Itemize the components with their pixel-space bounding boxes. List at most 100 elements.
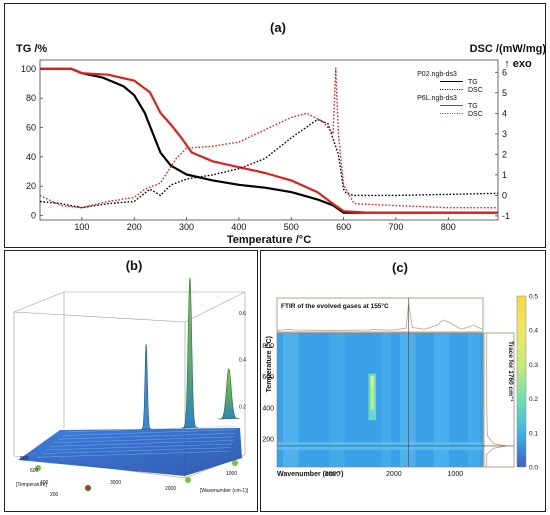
surface-ridge	[53, 436, 235, 444]
heatmap-band	[399, 333, 416, 467]
y-left-tick-label: 100	[21, 64, 36, 74]
panel-b-marker	[35, 465, 41, 471]
legend-entry: TG	[468, 79, 478, 86]
panel-c-title: (c)	[392, 260, 408, 275]
y-right-tick-label: -1	[502, 211, 510, 221]
heatmap-hotspot-peak	[371, 376, 374, 387]
y-left-tick-label: 60	[26, 123, 36, 133]
series-p02-dsc	[40, 118, 498, 209]
panel-a-plot-area	[39, 59, 499, 221]
surface-ridge	[57, 432, 236, 440]
dsc-axis-label: DSC /(mW/mg)	[470, 43, 547, 55]
y-tick-label: 200	[262, 436, 274, 443]
y-right-tick-label: 2	[502, 149, 507, 159]
heatmap-band	[329, 333, 345, 467]
x-tick-label: 200	[127, 222, 142, 232]
x-tick-label: 3000	[325, 471, 341, 478]
surface-ridge	[61, 429, 237, 436]
colorbar-tick-label: 0.0	[529, 465, 538, 472]
y-tick-label: 800	[262, 343, 274, 350]
panel-b-ylabel: [Temperature]	[16, 482, 47, 488]
z-tick-label: 0.4	[239, 358, 246, 364]
heatmap-band	[467, 333, 480, 467]
top-spectrum-label: FTIR of the evolved gases at 155°C	[281, 302, 389, 310]
colorbar-tick-label: 0.4	[529, 328, 538, 335]
x-tick-label: 600	[336, 222, 351, 232]
panel-b-co2-peak	[140, 344, 152, 430]
x-tick-label: 2000	[386, 471, 402, 478]
colorbar	[516, 295, 527, 468]
legend-entry: DSC	[468, 87, 483, 94]
panel-a-title: (a)	[270, 20, 286, 35]
z-tick-label: 0.2	[239, 404, 246, 410]
surface-ridge	[49, 440, 234, 447]
y-tick-label: 800	[20, 456, 29, 462]
series-p6l-tg	[40, 67, 498, 214]
y-right-tick-label: 1	[502, 170, 507, 180]
x-tick-label: 1000	[226, 471, 237, 477]
panel-b-marker	[185, 477, 191, 483]
legend-sample: P02.ngb-ds3	[417, 71, 457, 78]
y-tick-label: 400	[40, 480, 49, 486]
tg-axis-label: TG /%	[16, 43, 47, 55]
trace-line	[485, 333, 507, 467]
x-tick-label: 500	[284, 222, 299, 232]
y-tick-label: 600	[30, 468, 39, 474]
y-tick-label: 200	[50, 492, 59, 498]
y-tick-label: 600	[262, 374, 274, 381]
colorbar-tick-label: 0.3	[529, 362, 538, 369]
exo-label: ↑ exo	[504, 58, 532, 70]
panel-b-marker	[232, 460, 238, 466]
y-right-tick-label: 0	[502, 190, 507, 200]
panel-b-frame	[4, 250, 258, 512]
colorbar-tick-label: 0.2	[529, 396, 538, 403]
top-spectrum-box	[276, 297, 484, 333]
surface-ridge	[37, 450, 230, 458]
panel-b-surface-base	[18, 428, 242, 476]
colorbar-tick-label: 0.1	[529, 430, 538, 437]
series-p6l-dsc	[40, 67, 498, 209]
x-tick-label: 1000	[448, 471, 464, 478]
y-right-tick-label: 4	[502, 108, 507, 118]
x-tick-label: 300	[179, 222, 194, 232]
panel-b-xlabel: [Wavenumber (cm-1)]	[200, 488, 249, 494]
y-right-tick-label: 5	[502, 88, 507, 98]
x-tick-label: 400	[231, 222, 246, 232]
x-tick-label: 2000	[165, 486, 176, 492]
x-tick-label: 100	[74, 222, 89, 232]
panel-b-marker	[85, 485, 91, 491]
surface-ridge	[65, 425, 239, 433]
y-right-tick-label: 6	[502, 67, 507, 77]
y-left-tick-label: 20	[26, 181, 36, 191]
x-tick-label: 3000	[110, 480, 121, 486]
heatmap-band	[381, 333, 391, 467]
heatmap-band	[433, 333, 450, 467]
series-p02-tg	[40, 67, 498, 214]
legend-sample: P6L.ngb-ds3	[417, 95, 457, 102]
panel-a-frame	[4, 3, 546, 248]
legend-entry: DSC	[468, 111, 483, 118]
y-left-tick-label: 0	[31, 211, 36, 221]
legend-entry: TG	[468, 103, 478, 110]
panel-a-xlabel: Temperature /°C	[227, 234, 311, 246]
colorbar-tick-label: 0.5	[529, 294, 538, 301]
panel-b-title: (b)	[126, 258, 143, 273]
heatmap-hotspot-core	[370, 375, 375, 410]
panel-c-xlabel: Wavenumber (cm⁻¹)	[277, 471, 343, 478]
x-tick-label: 700	[388, 222, 403, 232]
panel-c-frame	[260, 250, 546, 512]
panel-b-secondary-peak	[217, 367, 240, 420]
y-tick-label: 400	[262, 405, 274, 412]
panel-b-main-peak	[181, 277, 199, 429]
z-tick-label: 0.6	[239, 311, 246, 317]
surface-ridge	[45, 443, 233, 451]
heatmap-band	[283, 333, 299, 467]
panel-c-ylabel: Temperature (°C)	[265, 336, 273, 392]
trace-label: Trace for 1760 cm⁻¹	[507, 341, 514, 402]
y-left-tick-label: 40	[26, 152, 36, 162]
surface-ridge	[41, 447, 231, 454]
y-right-tick-label: 3	[502, 129, 507, 139]
x-tick-label: 800	[441, 222, 456, 232]
y-left-tick-label: 80	[26, 93, 36, 103]
